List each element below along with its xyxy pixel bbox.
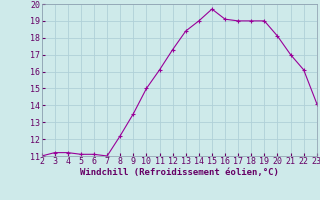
X-axis label: Windchill (Refroidissement éolien,°C): Windchill (Refroidissement éolien,°C) [80,168,279,177]
